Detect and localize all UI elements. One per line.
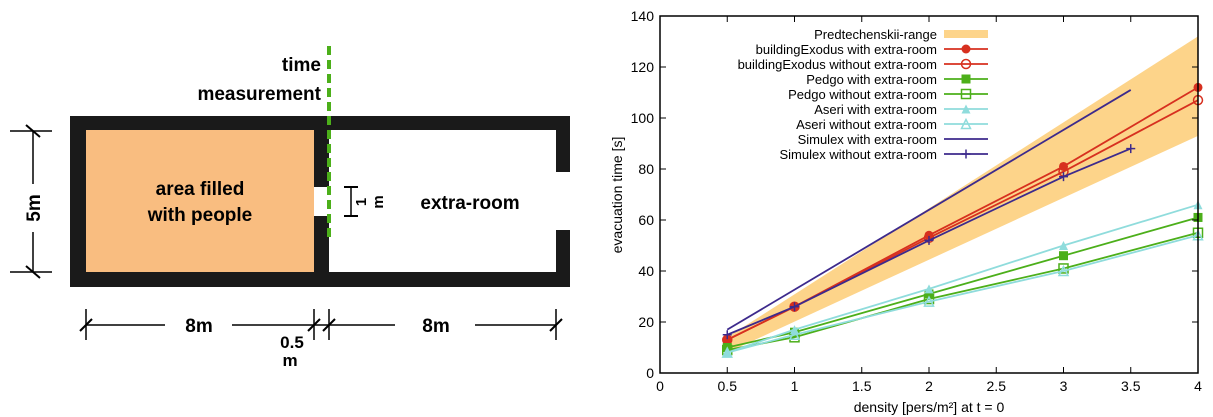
x-tick-label: 3.5 bbox=[1121, 378, 1141, 394]
y-tick-label: 60 bbox=[638, 212, 654, 228]
y-tick-label: 140 bbox=[631, 8, 655, 24]
x-tick-label: 3 bbox=[1060, 378, 1068, 394]
y-tick-label: 120 bbox=[631, 59, 655, 75]
predtechenskii-range-band bbox=[727, 36, 1198, 353]
wall-right-lower bbox=[556, 230, 570, 287]
people-area bbox=[86, 130, 314, 272]
data-point bbox=[961, 74, 971, 84]
y-tick-label: 80 bbox=[638, 161, 654, 177]
height-label: 5m bbox=[24, 194, 45, 221]
predtechenskii-range-layer bbox=[727, 36, 1198, 353]
y-tick-label: 100 bbox=[631, 110, 655, 126]
legend-item: Aseri with extra-room bbox=[814, 102, 988, 117]
legend-label: buildingExodus without extra-room bbox=[738, 57, 937, 72]
x-tick-label: 2.5 bbox=[987, 378, 1007, 394]
wall-left bbox=[70, 116, 86, 287]
area-label-line-2: with people bbox=[147, 205, 253, 226]
x-tick-label: 0 bbox=[656, 378, 664, 394]
wall-middle-lower bbox=[314, 216, 329, 287]
data-point bbox=[721, 346, 733, 358]
y-tick-label: 0 bbox=[646, 365, 654, 381]
y-axis-label: evacuation time [s] bbox=[609, 137, 625, 254]
series-layer bbox=[721, 82, 1204, 358]
data-point bbox=[961, 104, 971, 114]
door-label-1: 1 bbox=[353, 198, 370, 206]
legend-item: Aseri without extra-room bbox=[796, 117, 988, 132]
wall-right-upper bbox=[556, 116, 570, 172]
data-point bbox=[961, 44, 971, 54]
width-right-label: 8m bbox=[422, 316, 449, 337]
data-point bbox=[960, 88, 972, 100]
door-dimension bbox=[344, 186, 358, 217]
series-line bbox=[727, 234, 1199, 354]
door-label-2: m bbox=[370, 195, 387, 208]
wall-thickness-label-2: m bbox=[282, 351, 297, 370]
legend-item: Pedgo without extra-room bbox=[788, 87, 988, 102]
floor-plan-diagram: area filled with people time measurement… bbox=[10, 46, 570, 370]
legend-item: Predtechenskii-range bbox=[814, 27, 988, 42]
width-left-label: 8m bbox=[185, 316, 212, 337]
legend-swatch bbox=[944, 30, 988, 38]
x-tick-label: 4 bbox=[1194, 378, 1202, 394]
legend-label: Aseri with extra-room bbox=[814, 102, 937, 117]
legend-label: Simulex without extra-room bbox=[780, 147, 938, 162]
legend-item: buildingExodus without extra-room bbox=[738, 57, 988, 72]
legend-label: Simulex with extra-room bbox=[798, 132, 937, 147]
x-tick-label: 1.5 bbox=[852, 378, 872, 394]
area-label-line-1: area filled bbox=[156, 179, 245, 200]
data-point bbox=[960, 58, 972, 70]
height-dimension bbox=[10, 124, 52, 279]
time-label: time bbox=[282, 55, 321, 76]
data-point bbox=[1059, 251, 1068, 261]
x-tick-label: 2 bbox=[925, 378, 933, 394]
wall-middle-upper bbox=[314, 116, 329, 187]
legend-label: buildingExodus with extra-room bbox=[756, 42, 937, 57]
legend-item: Simulex without extra-room bbox=[780, 147, 988, 162]
wall-thickness-label-1: 0.5 bbox=[280, 333, 304, 352]
series-8 bbox=[722, 144, 1136, 340]
y-tick-label: 40 bbox=[638, 263, 654, 279]
legend-label: Aseri without extra-room bbox=[796, 117, 937, 132]
legend-item: Simulex with extra-room bbox=[798, 132, 988, 147]
data-point bbox=[1057, 264, 1070, 277]
legend-label: Pedgo with extra-room bbox=[806, 72, 937, 87]
data-point bbox=[788, 328, 801, 340]
extra-room-label: extra-room bbox=[420, 193, 519, 214]
data-point bbox=[923, 293, 935, 305]
walls bbox=[70, 116, 570, 287]
legend-item: buildingExodus with extra-room bbox=[756, 42, 988, 57]
measurement-label: measurement bbox=[197, 84, 321, 105]
legend-item: Pedgo with extra-room bbox=[806, 72, 988, 87]
series-line bbox=[726, 89, 1132, 331]
legend-label: Predtechenskii-range bbox=[814, 27, 937, 42]
x-tick-label: 1 bbox=[791, 378, 799, 394]
width-dimension bbox=[79, 309, 563, 340]
data-point bbox=[924, 284, 934, 294]
series-6 bbox=[721, 229, 1204, 358]
data-point bbox=[1059, 241, 1068, 250]
data-point bbox=[923, 295, 935, 307]
data-point bbox=[960, 117, 972, 130]
data-point bbox=[1058, 263, 1069, 274]
y-tick-label: 20 bbox=[638, 314, 654, 330]
series-7 bbox=[726, 89, 1132, 331]
x-axis-label: density [pers/m²] at t = 0 bbox=[854, 399, 1005, 415]
x-tick-label: 0.5 bbox=[718, 378, 738, 394]
legend-label: Pedgo without extra-room bbox=[788, 87, 937, 102]
